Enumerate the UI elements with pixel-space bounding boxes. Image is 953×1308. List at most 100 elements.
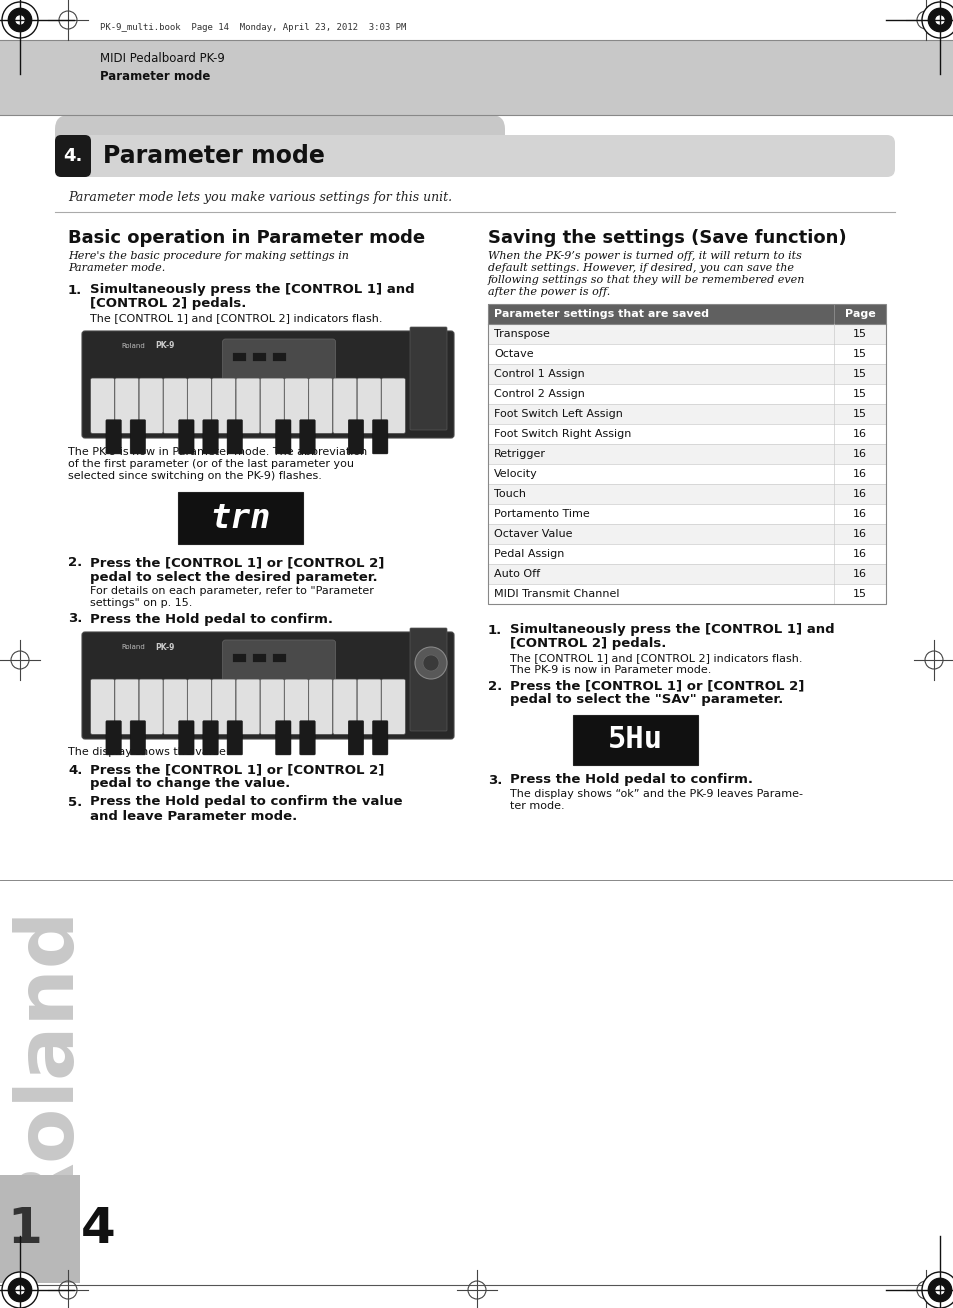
Circle shape [934,14,944,25]
FancyBboxPatch shape [299,420,314,454]
Text: When the PK-9’s power is turned off, it will return to its: When the PK-9’s power is turned off, it … [488,251,801,262]
Text: 16: 16 [852,528,866,539]
FancyBboxPatch shape [188,378,212,433]
Text: 16: 16 [852,549,866,559]
Text: The display shows the value.: The display shows the value. [68,747,230,757]
Bar [252,352,265,361]
Circle shape [14,14,26,25]
Text: 16: 16 [852,489,866,498]
FancyBboxPatch shape [55,135,91,177]
FancyBboxPatch shape [114,378,138,433]
Text: 15: 15 [852,388,866,399]
Text: Roland: Roland [121,343,145,349]
FancyBboxPatch shape [178,721,193,755]
Circle shape [14,1284,26,1295]
Text: Parameter mode lets you make various settings for this unit.: Parameter mode lets you make various set… [68,191,452,204]
Text: Foot Switch Right Assign: Foot Switch Right Assign [494,429,631,439]
Text: The [CONTROL 1] and [CONTROL 2] indicators flash.: The [CONTROL 1] and [CONTROL 2] indicato… [510,653,801,663]
FancyBboxPatch shape [275,721,291,755]
Text: Foot Switch Left Assign: Foot Switch Left Assign [494,409,622,419]
Bar [488,544,885,564]
Text: Pedal Assign: Pedal Assign [494,549,564,559]
Text: ter mode.: ter mode. [510,800,564,811]
FancyBboxPatch shape [163,679,187,734]
Text: 5.: 5. [68,795,82,808]
FancyBboxPatch shape [203,721,218,755]
Text: Auto Off: Auto Off [494,569,539,579]
Text: of the first parameter (or of the last parameter you: of the first parameter (or of the last p… [68,459,354,470]
Bar [488,404,885,424]
FancyBboxPatch shape [222,339,335,388]
Text: Roland: Roland [6,903,84,1218]
Text: 1.: 1. [488,624,501,637]
Text: 15: 15 [852,330,866,339]
Text: 16: 16 [852,470,866,479]
Text: Parameter mode.: Parameter mode. [68,263,165,273]
Bar [488,324,885,344]
Circle shape [9,8,31,31]
Text: 4.: 4. [68,764,82,777]
FancyBboxPatch shape [91,378,114,433]
Bar [488,583,885,604]
FancyBboxPatch shape [372,420,388,454]
Text: Roland: Roland [121,644,145,650]
Circle shape [2,1271,38,1308]
FancyBboxPatch shape [410,327,447,430]
Text: Octaver Value: Octaver Value [494,528,572,539]
Text: settings" on p. 15.: settings" on p. 15. [90,598,193,608]
FancyBboxPatch shape [381,679,405,734]
Text: default settings. However, if desired, you can save the: default settings. However, if desired, y… [488,263,793,273]
FancyBboxPatch shape [356,679,380,734]
Text: following settings so that they will be remembered even: following settings so that they will be … [488,275,804,285]
Bar [0,1175,80,1283]
Text: 3.: 3. [68,612,82,625]
Bar [488,504,885,525]
Bar [232,352,245,361]
Text: The display shows “ok” and the PK-9 leaves Parame-: The display shows “ok” and the PK-9 leav… [510,789,802,799]
Text: Here's the basic procedure for making settings in: Here's the basic procedure for making se… [68,251,349,262]
Text: Press the [CONTROL 1] or [CONTROL 2]: Press the [CONTROL 1] or [CONTROL 2] [90,764,384,777]
Bar [232,653,245,662]
Text: PK-9: PK-9 [155,341,174,351]
Text: Control 1 Assign: Control 1 Assign [494,369,584,379]
FancyBboxPatch shape [106,420,121,454]
Bar [272,352,285,361]
Text: PK-9: PK-9 [155,642,174,651]
FancyBboxPatch shape [275,420,291,454]
FancyBboxPatch shape [284,679,308,734]
Circle shape [9,1278,31,1301]
Circle shape [927,8,951,31]
FancyBboxPatch shape [55,115,504,165]
FancyBboxPatch shape [227,420,242,454]
Text: after the power is off.: after the power is off. [488,286,610,297]
FancyBboxPatch shape [333,679,356,734]
FancyBboxPatch shape [55,135,894,177]
Text: 15: 15 [852,349,866,358]
FancyBboxPatch shape [163,378,187,433]
Text: Transpose: Transpose [494,330,549,339]
FancyBboxPatch shape [188,679,212,734]
Text: MIDI Transmit Channel: MIDI Transmit Channel [494,589,618,599]
Text: Page: Page [843,309,875,319]
Bar [488,525,885,544]
Bar [178,492,303,544]
Text: 4.: 4. [63,146,83,165]
Text: Basic operation in Parameter mode: Basic operation in Parameter mode [68,229,425,247]
Text: selected since switching on the PK-9) flashes.: selected since switching on the PK-9) fl… [68,471,321,481]
Text: 16: 16 [852,569,866,579]
Text: Saving the settings (Save function): Saving the settings (Save function) [488,229,845,247]
FancyBboxPatch shape [130,420,146,454]
FancyBboxPatch shape [106,721,121,755]
Text: 5Hu: 5Hu [607,726,662,755]
Text: 15: 15 [852,589,866,599]
Text: Control 2 Assign: Control 2 Assign [494,388,584,399]
FancyBboxPatch shape [309,679,333,734]
FancyBboxPatch shape [235,679,259,734]
Text: Parameter mode: Parameter mode [103,144,325,167]
Text: 15: 15 [852,409,866,419]
Text: Press the Hold pedal to confirm the value: Press the Hold pedal to confirm the valu… [90,795,402,808]
Bar [488,564,885,583]
Text: Simultaneously press the [CONTROL 1] and: Simultaneously press the [CONTROL 1] and [510,624,834,637]
Text: The PK-9 is now in Parameter mode.: The PK-9 is now in Parameter mode. [510,664,711,675]
Text: 16: 16 [852,509,866,519]
